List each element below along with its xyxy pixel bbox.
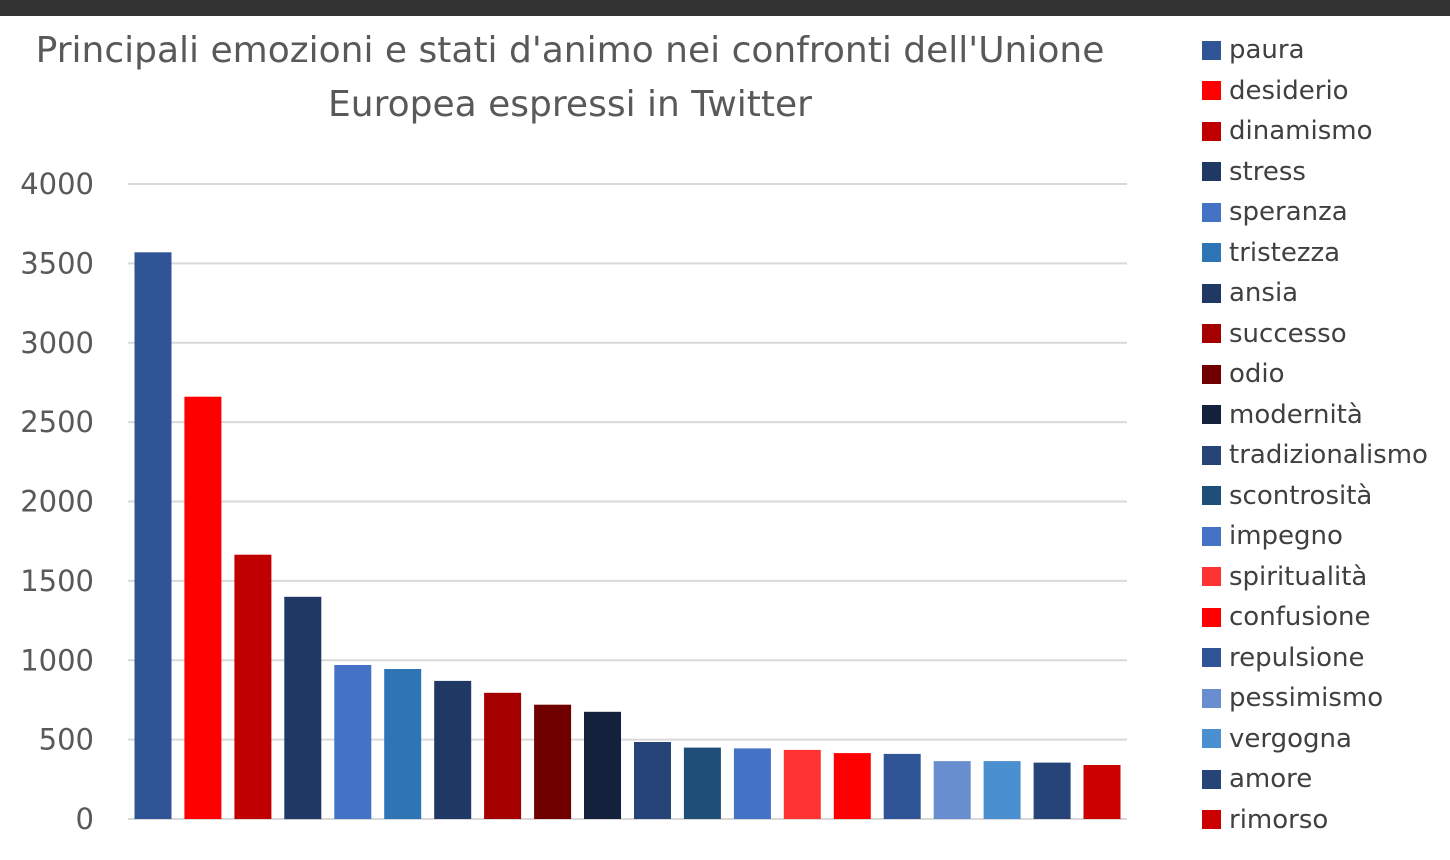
- legend-swatch: [1202, 486, 1221, 506]
- legend-item: paura: [1202, 30, 1447, 71]
- bar-stress: [284, 596, 322, 820]
- bar-ansia: [434, 680, 472, 819]
- bar-vergogna: [983, 761, 1021, 819]
- legend-item: scontrosità: [1202, 476, 1447, 517]
- legend-item: speranza: [1202, 192, 1447, 233]
- legend-item: successo: [1202, 314, 1447, 355]
- bar-impegno: [733, 748, 771, 819]
- legend-swatch: [1202, 607, 1221, 627]
- legend-swatch: [1202, 202, 1221, 222]
- legend-item: amore: [1202, 759, 1447, 800]
- bar-repulsione: [883, 753, 921, 819]
- legend-label: desiderio: [1229, 75, 1349, 106]
- bars: [134, 252, 1121, 820]
- legend-label: ansia: [1229, 278, 1299, 309]
- legend-label: odio: [1229, 359, 1285, 390]
- top-bar: [0, 0, 1450, 16]
- y-tick-label: 2000: [20, 485, 94, 519]
- bar-rimorso: [1083, 765, 1121, 819]
- legend-item: spiritualità: [1202, 557, 1447, 598]
- legend-swatch: [1202, 405, 1221, 425]
- bar-pessimismo: [933, 761, 971, 819]
- legend-item: ansia: [1202, 273, 1447, 314]
- legend-item: confusione: [1202, 597, 1447, 638]
- legend-swatch: [1202, 162, 1221, 182]
- y-tick-label: 1500: [20, 564, 94, 598]
- legend-swatch: [1202, 648, 1221, 668]
- y-axis-ticks: 4000 3500 3000 2500 2000 1500 1000 500 0: [20, 167, 94, 836]
- y-tick-label: 2500: [20, 405, 94, 439]
- bar-odio: [534, 704, 572, 819]
- legend-item: odio: [1202, 354, 1447, 395]
- legend-label: successo: [1229, 318, 1347, 349]
- y-tick-label: 500: [39, 723, 94, 757]
- chart-title-line-2: Europea espressi in Twitter: [328, 84, 812, 125]
- legend-label: confusione: [1229, 602, 1371, 633]
- legend-item: desiderio: [1202, 71, 1447, 112]
- legend-label: vergogna: [1229, 723, 1352, 754]
- legend-label: impegno: [1229, 521, 1343, 552]
- legend-swatch: [1202, 769, 1221, 789]
- legend-swatch: [1202, 364, 1221, 384]
- legend-label: repulsione: [1229, 642, 1365, 673]
- legend-item: stress: [1202, 152, 1447, 193]
- bar-tristezza: [384, 669, 422, 819]
- y-tick-label: 0: [76, 802, 94, 836]
- legend-label: dinamismo: [1229, 116, 1373, 147]
- legend-swatch: [1202, 81, 1221, 101]
- gridlines: [128, 183, 1127, 820]
- legend-item: vergogna: [1202, 719, 1447, 760]
- legend-swatch: [1202, 121, 1221, 141]
- legend-item: repulsione: [1202, 638, 1447, 679]
- bar-desiderio: [184, 396, 222, 819]
- legend-item: modernità: [1202, 395, 1447, 436]
- y-tick-label: 1000: [20, 643, 94, 677]
- legend-swatch: [1202, 283, 1221, 303]
- legend-label: speranza: [1229, 197, 1348, 228]
- legend-swatch: [1202, 567, 1221, 587]
- legend-swatch: [1202, 324, 1221, 344]
- bar-successo: [484, 692, 522, 819]
- legend-label: scontrosità: [1229, 480, 1373, 511]
- y-tick-label: 4000: [20, 167, 94, 201]
- legend-label: pessimismo: [1229, 683, 1384, 714]
- legend-label: tradizionalismo: [1229, 440, 1428, 471]
- legend-swatch: [1202, 526, 1221, 546]
- legend-label: spiritualità: [1229, 561, 1368, 592]
- bar-scontrosità: [683, 747, 721, 819]
- legend-item: rimorso: [1202, 800, 1447, 841]
- chart-title: Principali emozioni e stati d'animo nei …: [20, 24, 1120, 132]
- bar-tradizionalismo: [634, 742, 671, 819]
- bar-spiritualità: [783, 749, 821, 819]
- bar-confusione: [833, 753, 871, 819]
- bar-modernità: [584, 711, 621, 819]
- chart-title-line-1: Principali emozioni e stati d'animo nei …: [35, 30, 1105, 71]
- legend-swatch: [1202, 40, 1221, 60]
- legend-swatch: [1202, 810, 1221, 830]
- legend-label: modernità: [1229, 399, 1363, 430]
- legend-swatch: [1202, 243, 1221, 263]
- y-tick-label: 3500: [20, 246, 94, 280]
- legend-label: amore: [1229, 764, 1313, 795]
- bar-paura: [134, 252, 172, 820]
- legend-label: paura: [1229, 35, 1305, 66]
- bar-speranza: [334, 665, 372, 819]
- legend-item: dinamismo: [1202, 111, 1447, 152]
- legend: paura desiderio dinamismo stress speranza tri…: [1202, 30, 1447, 840]
- legend-swatch: [1202, 729, 1221, 749]
- legend-label: tristezza: [1229, 237, 1341, 268]
- bar-amore: [1033, 762, 1071, 819]
- bar-dinamismo: [234, 554, 272, 819]
- legend-item: tradizionalismo: [1202, 435, 1447, 476]
- legend-item: impegno: [1202, 516, 1447, 557]
- legend-swatch: [1202, 688, 1221, 708]
- legend-label: stress: [1229, 156, 1306, 187]
- legend-swatch: [1202, 445, 1221, 465]
- legend-item: pessimismo: [1202, 678, 1447, 719]
- legend-item: tristezza: [1202, 233, 1447, 274]
- y-tick-label: 3000: [20, 326, 94, 360]
- legend-label: rimorso: [1229, 804, 1329, 835]
